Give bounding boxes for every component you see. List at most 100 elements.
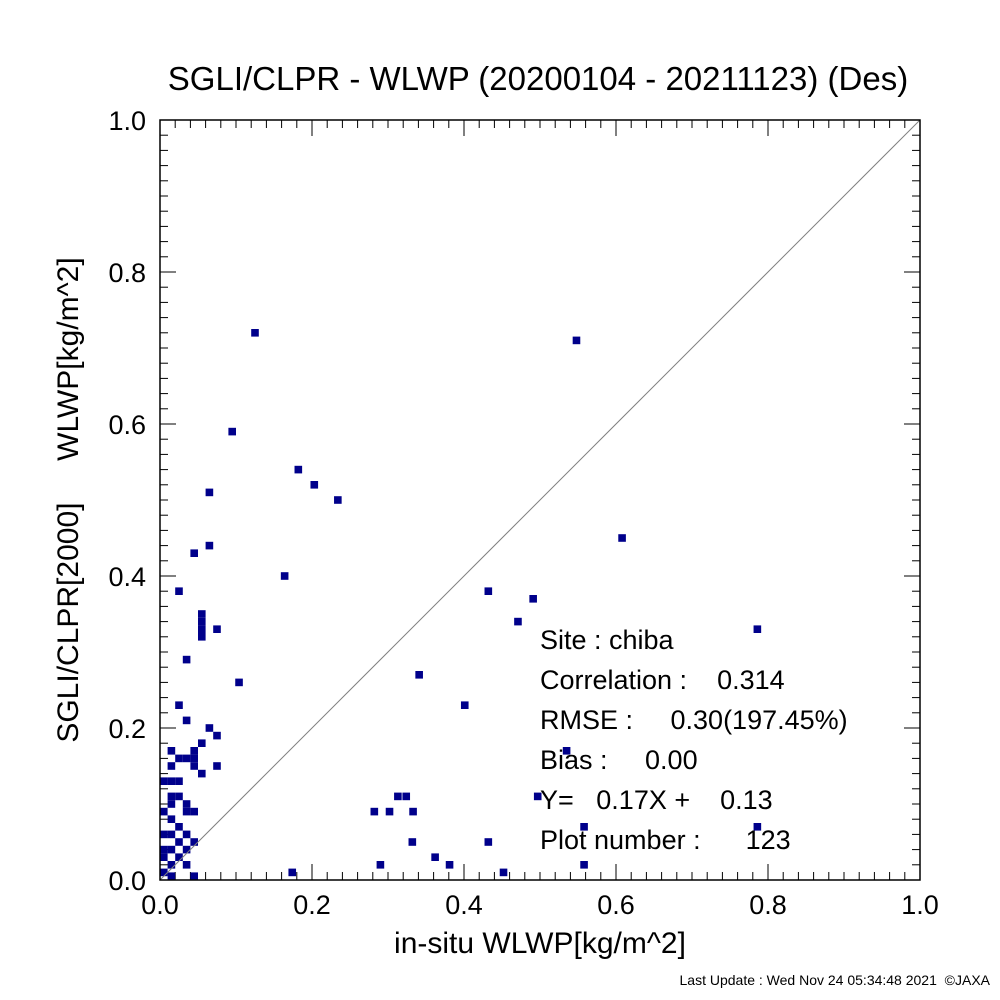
plot-frame [159, 119, 921, 881]
data-point [182, 845, 191, 854]
x-tick-labels: 0.0 0.2 0.4 0.6 0.8 1.0 [141, 890, 939, 920]
data-point [251, 329, 259, 337]
y-tick-label: 0.4 [108, 562, 146, 592]
data-point [175, 823, 183, 831]
data-points [160, 329, 762, 880]
data-point [190, 838, 198, 846]
data-point [394, 792, 402, 801]
data-point [175, 587, 183, 595]
data-point [167, 762, 176, 770]
data-point [385, 807, 394, 816]
data-point [160, 845, 168, 854]
data-point [205, 724, 214, 732]
stats-site: Site : chiba [540, 625, 675, 655]
data-point [198, 610, 206, 618]
data-point [376, 861, 385, 869]
data-point [334, 496, 342, 504]
data-point [160, 868, 168, 877]
data-point [175, 754, 183, 763]
data-point [167, 845, 176, 854]
data-point [228, 427, 236, 436]
last-update-footer: Last Update : Wed Nov 24 05:34:48 2021 ©… [680, 972, 991, 988]
x-axis-label: in-situ WLWP[kg/m^2] [394, 927, 686, 960]
data-point [175, 792, 183, 801]
data-point [198, 739, 206, 747]
data-point [167, 830, 176, 839]
y-tick-labels: 0.0 0.2 0.4 0.6 0.8 1.0 [108, 106, 146, 896]
stats-panel: Site : chiba Correlation : 0.314 RMSE : … [540, 625, 848, 855]
data-point [562, 747, 571, 755]
data-point [235, 678, 243, 687]
y-axis-label: SGLI/CLPR[2000] WLWP[kg/m^2] [52, 257, 85, 742]
y-tick-label: 0.0 [108, 866, 146, 896]
data-point [288, 868, 297, 877]
data-point [514, 617, 522, 626]
x-tick-label: 0.2 [293, 890, 331, 920]
data-point [445, 861, 454, 869]
x-tick-label: 0.8 [749, 890, 787, 920]
data-point [167, 815, 176, 823]
data-point [190, 762, 198, 770]
data-point [572, 336, 581, 345]
data-point [529, 595, 537, 603]
data-point [213, 625, 221, 633]
x-tick-label: 1.0 [901, 890, 939, 920]
data-point [205, 488, 214, 497]
data-point [182, 807, 191, 816]
data-point [213, 731, 221, 740]
data-point [408, 838, 417, 846]
data-point [190, 747, 198, 755]
data-point [431, 853, 439, 861]
data-point [198, 633, 206, 641]
data-point [484, 587, 493, 595]
data-point [182, 655, 191, 664]
data-point [310, 481, 319, 489]
y-tick-label: 0.6 [108, 410, 146, 440]
data-point [402, 792, 411, 801]
data-point [167, 872, 176, 880]
data-point [190, 872, 198, 880]
data-point [190, 807, 198, 816]
data-point [160, 853, 168, 861]
data-point [533, 792, 542, 801]
data-point [167, 777, 176, 785]
data-point [182, 800, 191, 808]
x-tick-label: 0.6 [597, 890, 635, 920]
one-to-one-line [159, 119, 921, 881]
data-point [182, 716, 191, 725]
data-point [580, 823, 588, 831]
data-point [753, 625, 762, 633]
data-point [280, 572, 289, 580]
data-point [580, 861, 588, 869]
data-point [190, 754, 198, 763]
data-point [175, 701, 183, 709]
data-point [198, 769, 206, 778]
data-point [499, 868, 508, 877]
data-point [370, 807, 379, 816]
data-point [213, 762, 221, 770]
data-point [415, 671, 423, 679]
stats-bias: Bias : 0.00 [540, 745, 698, 775]
y-tick-label: 1.0 [108, 106, 146, 136]
stats-correlation: Correlation : 0.314 [540, 665, 785, 695]
x-tick-label: 0.0 [141, 890, 179, 920]
data-point [753, 823, 762, 831]
data-point [175, 838, 183, 846]
data-point [460, 701, 469, 709]
data-point [175, 777, 183, 785]
data-point [190, 549, 198, 557]
stats-plot-number: Plot number : 123 [540, 825, 791, 855]
data-point [167, 747, 176, 755]
data-point [175, 853, 183, 861]
minor-ticks [159, 119, 921, 881]
data-point [167, 800, 176, 808]
data-point [160, 830, 168, 839]
stats-regression: Y= 0.17X + 0.13 [540, 785, 773, 815]
data-point [167, 792, 176, 801]
data-point [294, 465, 303, 474]
chart-title: SGLI/CLPR - WLWP (20200104 - 20211123) (… [168, 60, 908, 97]
x-tick-label: 0.4 [445, 890, 483, 920]
data-point [160, 777, 168, 785]
stats-rmse: RMSE : 0.30(197.45%) [540, 705, 848, 735]
data-point [160, 807, 168, 816]
